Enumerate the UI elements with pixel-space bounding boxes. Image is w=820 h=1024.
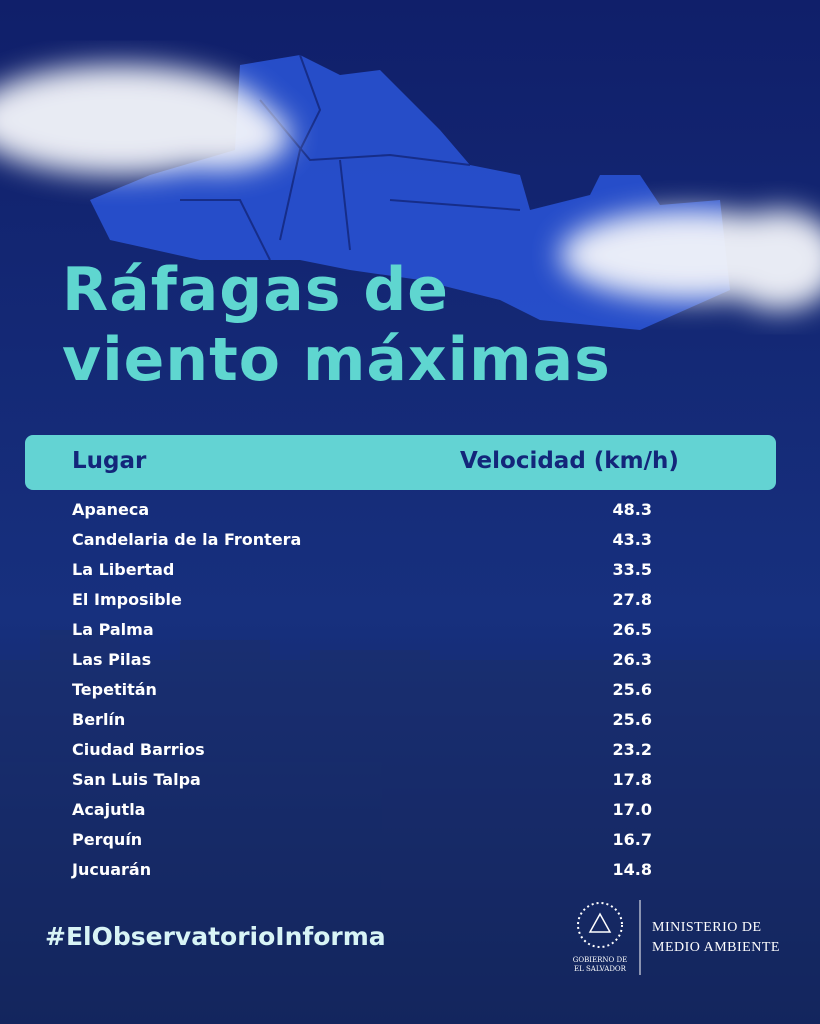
row-value: 17.8 xyxy=(612,770,652,789)
row-value: 25.6 xyxy=(612,680,652,699)
table-header: Lugar Velocidad (km/h) xyxy=(25,435,776,490)
row-place: Apaneca xyxy=(72,500,150,519)
row-place: Perquín xyxy=(72,830,143,849)
row-value: 26.5 xyxy=(612,620,652,639)
title: viento máximas xyxy=(62,325,611,395)
row-value: 17.0 xyxy=(612,800,652,819)
logo-text: GOBIERNO DE xyxy=(572,956,628,964)
row-place: Berlín xyxy=(72,710,126,729)
ministry-text: MINISTERIO DE xyxy=(652,920,762,935)
row-place: San Luis Talpa xyxy=(72,770,201,789)
row-place: Acajutla xyxy=(72,800,146,819)
row-place: Ciudad Barrios xyxy=(72,740,205,759)
row-place: Tepetitán xyxy=(72,680,157,699)
logo-text: EL SALVADOR xyxy=(574,965,626,973)
row-value: 48.3 xyxy=(612,500,652,519)
row-value: 26.3 xyxy=(612,650,652,669)
title: Ráfagas de xyxy=(62,255,449,325)
row-value: 33.5 xyxy=(612,560,652,579)
row-value: 14.8 xyxy=(612,860,652,879)
header-cell: Lugar xyxy=(72,448,147,474)
row-value: 27.8 xyxy=(612,590,652,609)
row-place: El Imposible xyxy=(72,590,182,609)
ministry-text: MEDIO AMBIENTE xyxy=(652,940,780,955)
row-value: 25.6 xyxy=(612,710,652,729)
header-cell: Velocidad (km/h) xyxy=(460,448,679,474)
row-place: La Libertad xyxy=(72,560,175,579)
row-value: 16.7 xyxy=(612,830,652,849)
row-value: 43.3 xyxy=(612,530,652,549)
hashtag: #ElObservatorioInforma xyxy=(45,922,386,951)
row-place: Jucuarán xyxy=(72,860,152,879)
row-place: Las Pilas xyxy=(72,650,152,669)
row-place: Candelaria de la Frontera xyxy=(72,530,302,549)
row-place: La Palma xyxy=(72,620,154,639)
row-value: 23.2 xyxy=(612,740,652,759)
